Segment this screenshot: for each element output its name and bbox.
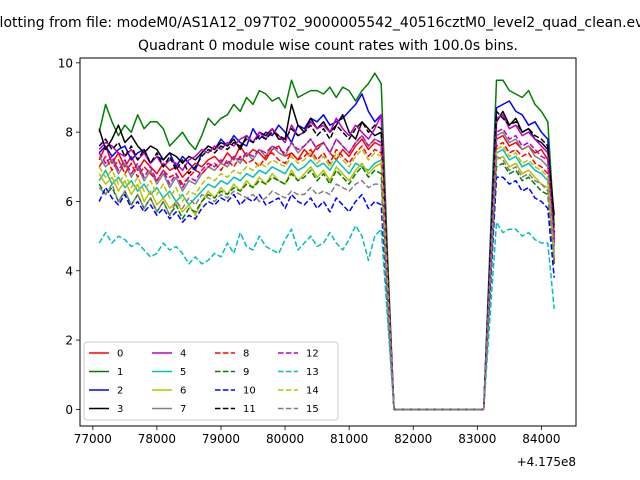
- legend-label-15: 15: [306, 404, 319, 415]
- legend-label-0: 0: [117, 349, 123, 360]
- plot-frame: [79, 57, 577, 427]
- legend-label-3: 3: [117, 404, 123, 415]
- legend-label-5: 5: [180, 367, 186, 378]
- y-tick-label: 4: [65, 264, 73, 278]
- chart-title: Quadrant 0 module wise count rates with …: [138, 38, 518, 54]
- legend-label-8: 8: [243, 349, 249, 360]
- y-axis-ticks: 0 2 4 6 8 10: [58, 56, 80, 417]
- x-tick-label: 78000: [138, 432, 176, 446]
- legend-label-2: 2: [117, 386, 123, 397]
- x-tick-label: 80000: [266, 432, 304, 446]
- y-tick-label: 10: [58, 56, 73, 70]
- x-tick-label: 84000: [522, 432, 560, 446]
- y-tick-label: 8: [65, 126, 73, 140]
- x-axis-ticks: 77000 78000 79000 80000 81000 82000 83000 84000: [74, 426, 560, 446]
- legend-label-12: 12: [306, 349, 319, 360]
- series-lines: [98, 72, 555, 411]
- legend-label-14: 14: [306, 386, 319, 397]
- legend-label-13: 13: [306, 367, 319, 378]
- figure-suptitle: Plotting from file: modeM0/AS1A12_097T02…: [0, 15, 640, 31]
- x-tick-label: 82000: [394, 432, 432, 446]
- x-tick-label: 77000: [74, 432, 112, 446]
- series-line-15: [98, 155, 555, 411]
- y-tick-label: 2: [65, 334, 73, 348]
- x-tick-label: 79000: [202, 432, 240, 446]
- series-line-13: [98, 221, 555, 411]
- x-tick-label: 81000: [330, 432, 368, 446]
- legend-label-7: 7: [180, 404, 186, 415]
- y-tick-label: 6: [65, 195, 73, 209]
- legend-label-9: 9: [243, 367, 249, 378]
- x-offset-label: +4.175e8: [517, 455, 576, 469]
- legend-label-11: 11: [243, 404, 256, 415]
- x-tick-label: 83000: [458, 432, 496, 446]
- legend-label-1: 1: [117, 367, 123, 378]
- legend-label-10: 10: [243, 386, 256, 397]
- y-tick-label: 0: [65, 403, 73, 417]
- legend-label-4: 4: [180, 349, 186, 360]
- legend-label-6: 6: [180, 386, 186, 397]
- legend-box: [83, 341, 339, 421]
